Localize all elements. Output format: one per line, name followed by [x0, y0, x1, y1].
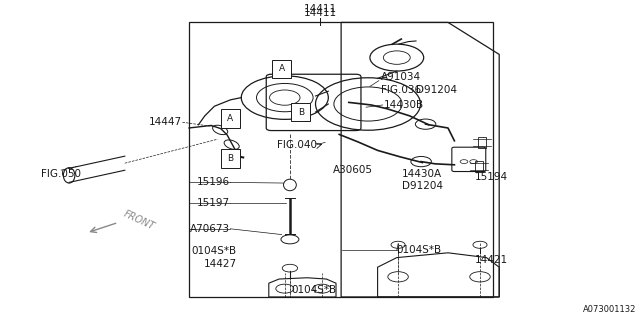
- Text: A: A: [278, 64, 285, 73]
- Text: FIG.040: FIG.040: [277, 140, 317, 150]
- Bar: [221, 149, 240, 168]
- Text: B: B: [298, 108, 304, 116]
- Text: B: B: [227, 154, 234, 163]
- Text: FIG.036: FIG.036: [381, 84, 421, 95]
- Bar: [291, 103, 310, 121]
- Text: 0104S*B: 0104S*B: [191, 246, 237, 256]
- Text: FIG.050: FIG.050: [41, 169, 81, 180]
- Text: D91204: D91204: [416, 84, 457, 95]
- Text: 14421: 14421: [475, 255, 508, 265]
- Text: 14430A: 14430A: [402, 169, 442, 179]
- Text: 0104S*B: 0104S*B: [291, 284, 336, 295]
- Text: 0104S*B: 0104S*B: [397, 245, 442, 255]
- Text: FRONT: FRONT: [122, 209, 156, 232]
- Bar: [221, 109, 240, 128]
- Bar: [475, 161, 483, 172]
- Text: 14447: 14447: [149, 117, 182, 127]
- Text: A91034: A91034: [381, 72, 421, 83]
- Text: 15197: 15197: [197, 198, 230, 208]
- Text: 15196: 15196: [197, 177, 230, 188]
- Text: A30605: A30605: [333, 165, 372, 175]
- Bar: [189, 22, 493, 297]
- Bar: [272, 60, 291, 78]
- Text: 14411: 14411: [303, 4, 337, 14]
- Bar: [478, 137, 486, 148]
- Text: 14411: 14411: [303, 8, 337, 18]
- Text: 15194: 15194: [475, 172, 508, 182]
- Text: A: A: [227, 114, 234, 123]
- Text: A073001132: A073001132: [584, 305, 637, 314]
- Text: A70673: A70673: [190, 224, 230, 234]
- Text: 14427: 14427: [204, 259, 237, 269]
- Text: D91204: D91204: [402, 181, 443, 191]
- Text: 14430B: 14430B: [384, 100, 424, 110]
